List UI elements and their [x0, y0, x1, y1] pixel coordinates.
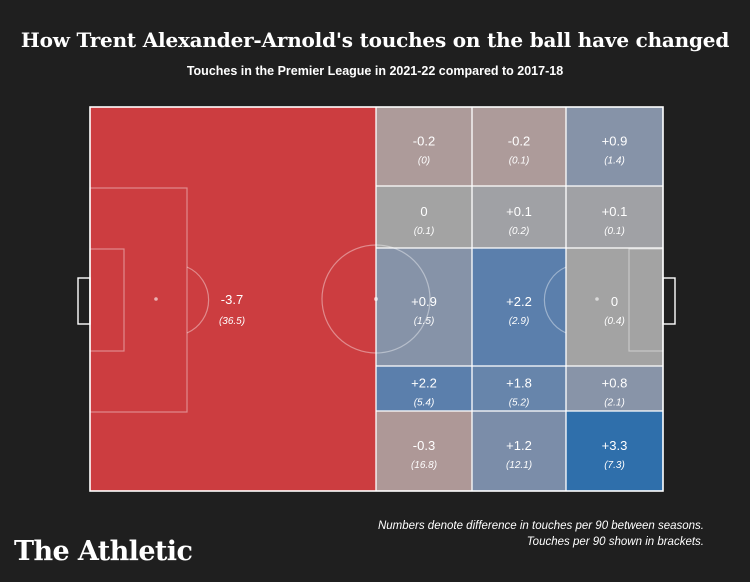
own-half-touches-label: (36.5) — [219, 316, 245, 327]
cell-diff-label: +1.8 — [506, 376, 532, 391]
heatmap-cell — [376, 107, 472, 186]
cell-touches-label: (0.2) — [509, 226, 530, 237]
cell-diff-label: +0.9 — [411, 294, 437, 309]
heatmap-cell — [472, 186, 566, 248]
penalty-spot-left — [154, 297, 158, 301]
cell-diff-label: +0.8 — [602, 376, 628, 391]
cell-touches-label: (0.1) — [604, 226, 625, 237]
own-half-zone — [90, 107, 376, 491]
cell-touches-label: (7.3) — [604, 460, 625, 471]
penalty-arc-right — [543, 266, 567, 334]
heatmap-cell — [566, 411, 663, 491]
heatmap-cell — [566, 366, 663, 411]
cell-diff-label: +0.1 — [602, 204, 628, 219]
footnote: Numbers denote difference in touches per… — [378, 518, 704, 550]
goal-right — [662, 277, 676, 325]
cell-diff-label: +0.9 — [602, 134, 628, 149]
cell-touches-label: (5.2) — [509, 398, 530, 409]
cell-touches-label: (5.4) — [414, 398, 435, 409]
heatmap-cell — [472, 366, 566, 411]
cell-touches-label: (0.1) — [414, 226, 435, 237]
cell-touches-label: (16.8) — [411, 460, 437, 471]
cell-diff-label: +1.2 — [506, 438, 532, 453]
heatmap-cell — [566, 107, 663, 186]
chart-title: How Trent Alexander-Arnold's touches on … — [20, 28, 730, 52]
cell-diff-label: +2.2 — [506, 294, 532, 309]
own-half-diff-label: -3.7 — [221, 292, 243, 307]
cell-diff-label: +2.2 — [411, 376, 437, 391]
heatmap-cell — [472, 107, 566, 186]
heatmap-cell — [376, 248, 472, 366]
cell-diff-label: +0.1 — [506, 204, 532, 219]
penalty-spot-right — [595, 297, 599, 301]
cell-touches-label: (0.1) — [509, 156, 530, 167]
goal-left — [77, 277, 91, 325]
cell-touches-label: (1.4) — [604, 156, 625, 167]
cell-touches-label: (2.9) — [509, 316, 530, 327]
heatmap-cell — [472, 411, 566, 491]
cell-diff-label: -0.2 — [413, 134, 435, 149]
heatmap-cell — [376, 186, 472, 248]
cell-touches-label: (2.1) — [604, 398, 625, 409]
the-athletic-logo: The Athletic — [14, 536, 193, 567]
heatmap-cell — [566, 248, 663, 366]
heatmap-cell — [376, 366, 472, 411]
heatmap-cell — [376, 411, 472, 491]
footnote-line-1: Numbers denote difference in touches per… — [377, 520, 704, 532]
cell-diff-label: +3.3 — [602, 438, 628, 453]
cell-diff-label: -0.3 — [413, 438, 435, 453]
cell-touches-label: (0.4) — [604, 316, 625, 327]
heatmap-cell — [472, 248, 566, 366]
cell-touches-label: (1.5) — [414, 316, 435, 327]
cell-touches-label: (12.1) — [506, 460, 532, 471]
cell-touches-label: (0) — [418, 156, 430, 167]
penalty-arc-left — [186, 266, 210, 334]
cell-diff-label: -0.2 — [508, 134, 530, 149]
footnote-line-2: Touches per 90 shown in brackets. — [526, 536, 704, 548]
heatmap-cell — [566, 186, 663, 248]
cell-diff-label: 0 — [420, 204, 427, 219]
cell-diff-label: 0 — [611, 294, 618, 309]
chart-subtitle: Touches in the Premier League in 2021-22… — [186, 64, 564, 78]
